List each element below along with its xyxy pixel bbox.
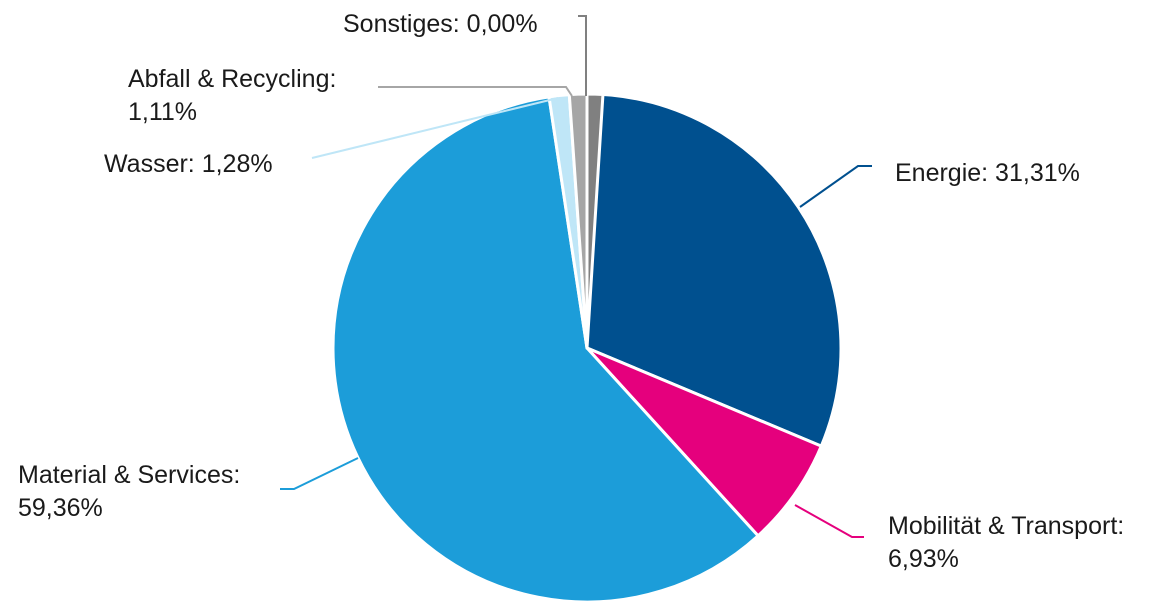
slice-labels: Energie: 31,31% Mobilität & Transport: 6,9…	[18, 10, 1124, 573]
slice-label-2-line-1: Mobilität & Transport:	[888, 512, 1124, 540]
slice-label-3-line-2: 59,36%	[18, 494, 103, 522]
leader-line-6	[578, 15, 587, 96]
pie-slice-1	[585, 92, 843, 448]
slice-label-6-line-1: Sonstiges: 0,00%	[343, 10, 538, 38]
pie-slices	[331, 92, 843, 602]
slice-label-4-line-1: Wasser: 1,28%	[104, 150, 273, 178]
slice-label-1-line-1: Energie: 31,31%	[895, 159, 1080, 187]
leader-line-4	[311, 97, 559, 159]
leader-line-5	[378, 86, 573, 97]
slice-label-2-line-2: 6,93%	[888, 545, 959, 573]
leader-line-2	[794, 504, 864, 538]
leader-line-3	[280, 457, 359, 490]
leader-lines	[280, 15, 872, 538]
pie-slice-6	[585, 92, 605, 350]
slice-label-5-line-2: 1,11%	[128, 98, 197, 126]
pie-slice-3	[331, 95, 760, 602]
slice-label-3-line-1: Material & Services:	[18, 461, 240, 489]
leader-line-1	[799, 165, 872, 208]
slice-label-5-line-1: Abfall & Recycling:	[128, 65, 336, 93]
pie-slice-2	[585, 346, 823, 538]
